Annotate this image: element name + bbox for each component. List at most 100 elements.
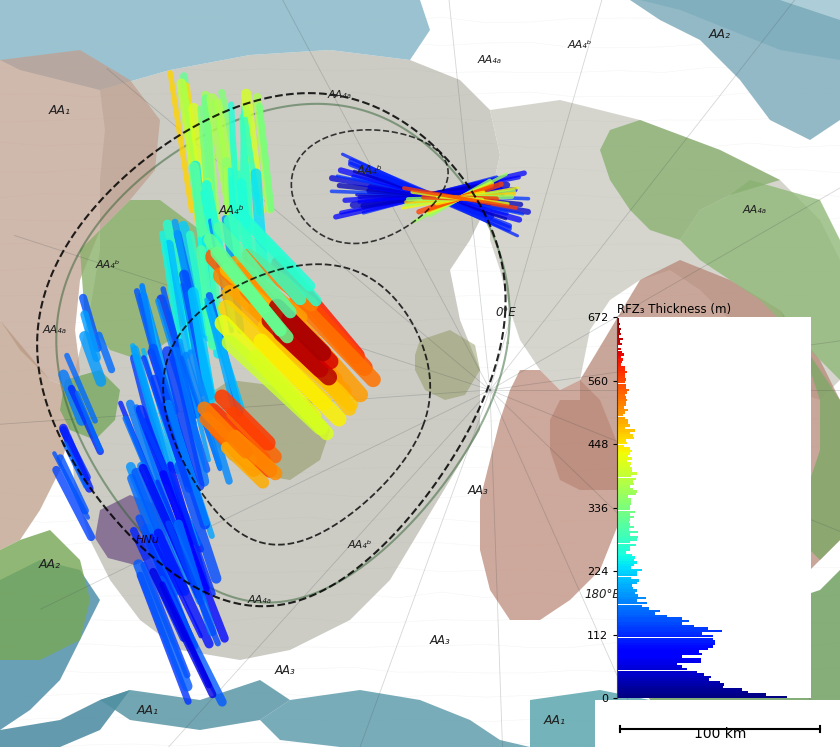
Bar [617, 612, 655, 615]
Bar [617, 350, 622, 353]
Bar [617, 627, 708, 630]
Bar [617, 353, 623, 356]
Text: RFZ₃ Thickness (m): RFZ₃ Thickness (m) [617, 303, 732, 316]
Polygon shape [480, 370, 620, 620]
Bar [617, 678, 710, 681]
Polygon shape [0, 50, 160, 390]
Bar [617, 541, 630, 544]
Text: AA₄ᵇ: AA₄ᵇ [357, 164, 383, 176]
Bar [617, 477, 636, 480]
Polygon shape [0, 320, 75, 550]
Text: AA₂: AA₂ [689, 559, 711, 571]
Bar [617, 348, 621, 350]
Bar [617, 668, 687, 671]
Bar [617, 546, 631, 548]
Bar [617, 513, 630, 515]
Text: HNu: HNu [136, 535, 160, 545]
Bar [617, 620, 690, 622]
Bar [617, 531, 638, 533]
Bar [617, 521, 629, 523]
Bar [617, 595, 638, 597]
Bar [617, 374, 625, 376]
Bar [617, 610, 659, 612]
Bar [617, 693, 766, 696]
Bar [617, 388, 628, 391]
Polygon shape [260, 690, 530, 747]
Bar [617, 490, 637, 493]
Bar [617, 345, 618, 348]
Bar [617, 381, 625, 383]
Bar [617, 488, 633, 490]
Text: AA₂: AA₂ [709, 28, 731, 42]
Bar [617, 582, 637, 584]
Text: AA₃: AA₃ [630, 444, 650, 456]
Bar [617, 536, 638, 539]
Bar [617, 430, 634, 432]
Bar [617, 442, 627, 444]
Bar [617, 459, 627, 462]
Bar [617, 635, 712, 637]
Bar [617, 533, 630, 536]
Bar [617, 645, 713, 648]
Bar [617, 427, 625, 430]
Bar [617, 642, 716, 645]
Bar [617, 404, 627, 406]
Bar [617, 424, 630, 427]
Polygon shape [680, 180, 840, 380]
Bar [617, 633, 702, 635]
Bar [617, 551, 626, 554]
Bar [617, 450, 633, 452]
Text: AA₄ᵇ: AA₄ᵇ [219, 203, 245, 217]
Bar [617, 617, 682, 620]
Bar [617, 439, 626, 442]
Text: AA₄ₐ: AA₄ₐ [478, 55, 502, 65]
Polygon shape [70, 50, 500, 660]
Bar [617, 602, 647, 604]
Bar [617, 406, 624, 409]
Bar [617, 432, 630, 434]
Bar [617, 574, 638, 577]
Bar [617, 663, 677, 666]
Bar [617, 483, 633, 485]
Bar [617, 414, 623, 417]
Bar [617, 607, 649, 610]
Bar [617, 584, 633, 586]
Bar [617, 421, 627, 424]
Polygon shape [780, 310, 840, 560]
Bar [617, 650, 700, 653]
Bar [617, 564, 634, 566]
Bar [617, 615, 667, 617]
Bar [617, 447, 630, 450]
Bar [617, 526, 634, 528]
Bar [617, 681, 721, 684]
Bar [617, 485, 630, 488]
Bar [617, 624, 694, 627]
Bar [617, 323, 620, 325]
Bar [617, 394, 625, 396]
Bar [617, 515, 634, 518]
Bar [617, 493, 637, 495]
Text: AA₄ₐ: AA₄ₐ [248, 595, 272, 605]
Bar [617, 673, 704, 675]
Bar [617, 386, 627, 388]
Bar [617, 655, 682, 658]
Text: AA₁: AA₁ [544, 713, 566, 727]
Bar [617, 566, 631, 569]
Bar [617, 452, 630, 455]
Bar [617, 495, 627, 498]
Bar [617, 332, 621, 335]
Bar [617, 640, 715, 642]
Text: AA₄ᵇ: AA₄ᵇ [96, 260, 120, 270]
Polygon shape [420, 0, 840, 60]
Text: AA₂: AA₂ [39, 559, 61, 571]
Bar [617, 396, 627, 399]
Polygon shape [415, 330, 480, 400]
Bar [617, 518, 630, 521]
Bar [617, 691, 748, 693]
Polygon shape [0, 560, 100, 730]
Bar [617, 475, 631, 477]
Bar [617, 480, 633, 483]
Bar [617, 586, 633, 589]
Polygon shape [95, 495, 168, 565]
Bar [617, 559, 634, 561]
